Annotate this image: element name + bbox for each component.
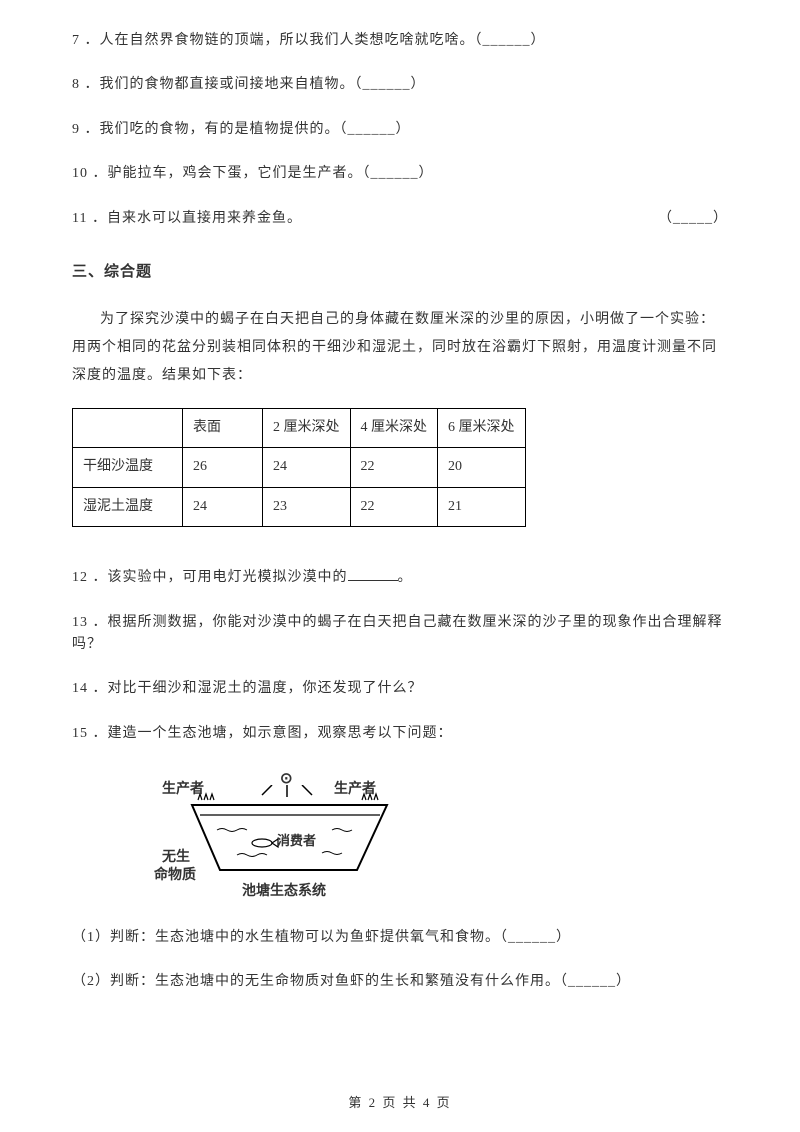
experiment-intro: 为了探究沙漠中的蝎子在白天把自己的身体藏在数厘米深的沙里的原因，小明做了一个实验…	[72, 306, 728, 390]
footer-suffix: 页	[431, 1095, 451, 1110]
row-label: 湿泥土温度	[73, 487, 183, 526]
footer-mid: 页 共	[377, 1095, 423, 1110]
sub-question-1: （1）判断：生态池塘中的水生植物可以为鱼虾提供氧气和食物。（______）	[72, 927, 728, 949]
footer-page: 2	[369, 1095, 378, 1110]
question-13: 13 ．根据所测数据，你能对沙漠中的蝎子在白天把自己藏在数厘米深的沙子里的现象作…	[72, 612, 728, 657]
table-header-row: 表面 2 厘米深处 4 厘米深处 6 厘米深处	[73, 408, 526, 447]
table-row: 干细沙温度 26 24 22 20	[73, 448, 526, 487]
question-7: 7 ．人在自然界食物链的顶端，所以我们人类想吃啥就吃啥。（______）	[72, 30, 728, 52]
q11-text: 11 ．自来水可以直接用来养金鱼。	[72, 208, 302, 230]
header-cell	[73, 408, 183, 447]
sub-question-2: （2）判断：生态池塘中的无生命物质对鱼虾的生长和繁殖没有什么作用。（______…	[72, 971, 728, 993]
data-cell: 22	[350, 448, 438, 487]
question-12: 12 ．该实验中，可用电灯光模拟沙漠中的 。	[72, 567, 728, 589]
fill-blank	[348, 567, 398, 581]
question-11: 11 ．自来水可以直接用来养金鱼。 （_____）	[72, 208, 728, 230]
header-cell: 2 厘米深处	[263, 408, 351, 447]
table-row: 湿泥土温度 24 23 22 21	[73, 487, 526, 526]
question-8: 8 ．我们的食物都直接或间接地来自植物。（______）	[72, 74, 728, 96]
data-cell: 24	[183, 487, 263, 526]
label-consumer: 消费者	[277, 831, 316, 852]
data-cell: 23	[263, 487, 351, 526]
q12-pre: 12 ．该实验中，可用电灯光模拟沙漠中的	[72, 570, 348, 585]
data-cell: 24	[263, 448, 351, 487]
data-cell: 26	[183, 448, 263, 487]
question-10: 10 ．驴能拉车，鸡会下蛋，它们是生产者。（______）	[72, 163, 728, 185]
q12-post: 。	[398, 570, 413, 585]
label-producer-right: 生产者	[334, 779, 376, 801]
data-cell: 22	[350, 487, 438, 526]
header-cell: 4 厘米深处	[350, 408, 438, 447]
label-system-title: 池塘生态系统	[242, 881, 326, 903]
temperature-table: 表面 2 厘米深处 4 厘米深处 6 厘米深处 干细沙温度 26 24 22 2…	[72, 408, 526, 527]
section-title: 三、综合题	[72, 260, 728, 284]
label-producer-left: 生产者	[162, 779, 204, 801]
footer-prefix: 第	[348, 1095, 368, 1110]
pond-ecosystem-diagram: ⊙ 生产者 生产者 消费者 无生 命物质 池塘生态系统	[162, 767, 422, 907]
row-label: 干细沙温度	[73, 448, 183, 487]
q11-blank: （_____）	[658, 208, 728, 230]
data-cell: 20	[438, 448, 526, 487]
question-15: 15 ．建造一个生态池塘，如示意图，观察思考以下问题：	[72, 723, 728, 745]
question-14: 14 ．对比干细沙和湿泥土的温度，你还发现了什么？	[72, 678, 728, 700]
page-footer: 第 2 页 共 4 页	[0, 1093, 800, 1114]
header-cell: 6 厘米深处	[438, 408, 526, 447]
question-9: 9 ．我们吃的食物，有的是植物提供的。（______）	[72, 119, 728, 141]
label-abiotic-line2: 命物质	[154, 865, 196, 887]
data-cell: 21	[438, 487, 526, 526]
header-cell: 表面	[183, 408, 263, 447]
